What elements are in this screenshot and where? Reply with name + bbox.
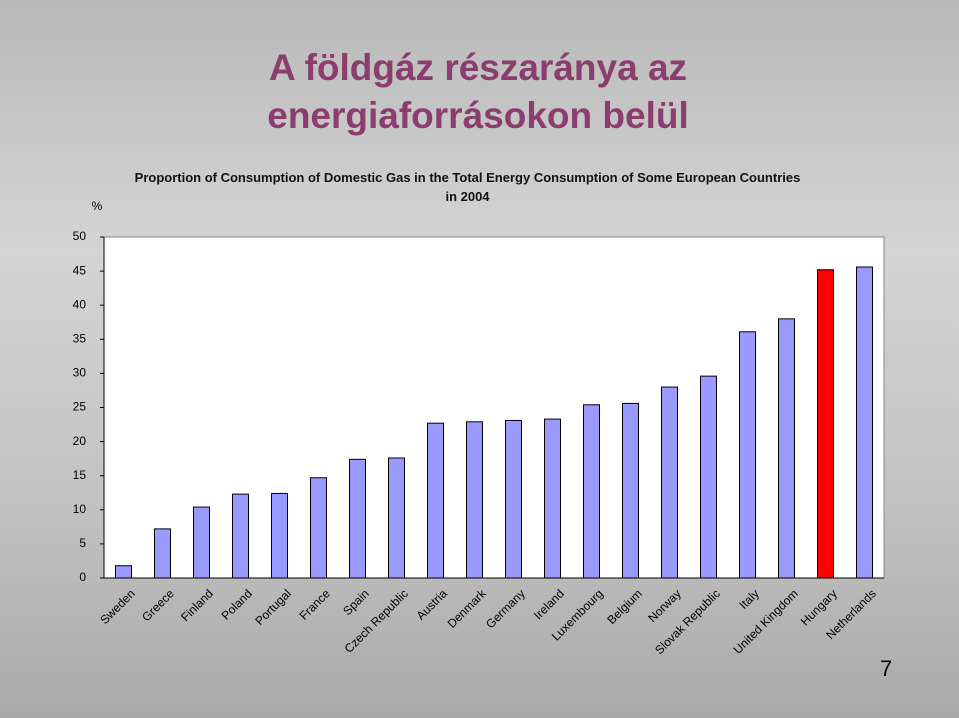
bar (505, 419, 522, 579)
y-axis-label: % (92, 199, 103, 213)
bar (817, 269, 834, 579)
x-tick-label: Austria (414, 586, 451, 623)
y-tick-label: 30 (73, 366, 87, 380)
bar (700, 375, 717, 579)
x-tick-label: Poland (219, 586, 255, 622)
x-tick-label: Finland (178, 586, 216, 624)
bar (154, 528, 171, 579)
x-tick-label: Italy (736, 586, 761, 611)
x-tick-label: France (297, 586, 334, 623)
y-tick-label: 25 (73, 400, 87, 414)
x-tick-label: Ireland (531, 586, 567, 622)
bar (622, 402, 639, 579)
page-number: 7 (880, 656, 893, 681)
chart-title: Proportion of Consumption of Domestic Ga… (134, 170, 801, 204)
bar (310, 477, 327, 579)
bar (739, 331, 756, 579)
x-tick-label: Germany (483, 586, 528, 631)
x-tick-label: Norway (645, 586, 684, 625)
x-tick-label: Portugal (252, 586, 294, 628)
y-tick-label: 10 (73, 502, 87, 516)
y-tick-label: 45 (73, 263, 87, 277)
y-tick-label: 5 (79, 536, 86, 550)
bar (271, 492, 288, 579)
bar (544, 418, 561, 579)
x-tick-label: Belgium (604, 586, 645, 627)
bar (232, 493, 249, 579)
y-tick-label: 15 (73, 468, 87, 482)
x-tick-label: Denmark (445, 586, 490, 631)
x-tick-label: Sweden (97, 586, 138, 627)
bar (856, 266, 873, 579)
plot-area (103, 236, 885, 579)
y-tick-label: 40 (73, 297, 87, 311)
x-tick-label: Spain (340, 586, 372, 618)
bar (427, 422, 444, 579)
y-tick-label: 35 (73, 331, 87, 345)
y-tick-label: 50 (73, 229, 87, 243)
x-tick-label: Greece (139, 586, 177, 624)
slide-title: A földgáz részaránya az energiaforrásoko… (267, 47, 689, 136)
y-tick-label: 0 (79, 570, 86, 584)
bar (193, 506, 210, 579)
bar (778, 318, 795, 579)
bar (349, 458, 366, 579)
bar (661, 386, 678, 579)
bar (115, 565, 132, 579)
y-tick-label: 20 (73, 434, 87, 448)
bar (583, 404, 600, 579)
bar (466, 421, 483, 579)
bar (388, 457, 405, 579)
